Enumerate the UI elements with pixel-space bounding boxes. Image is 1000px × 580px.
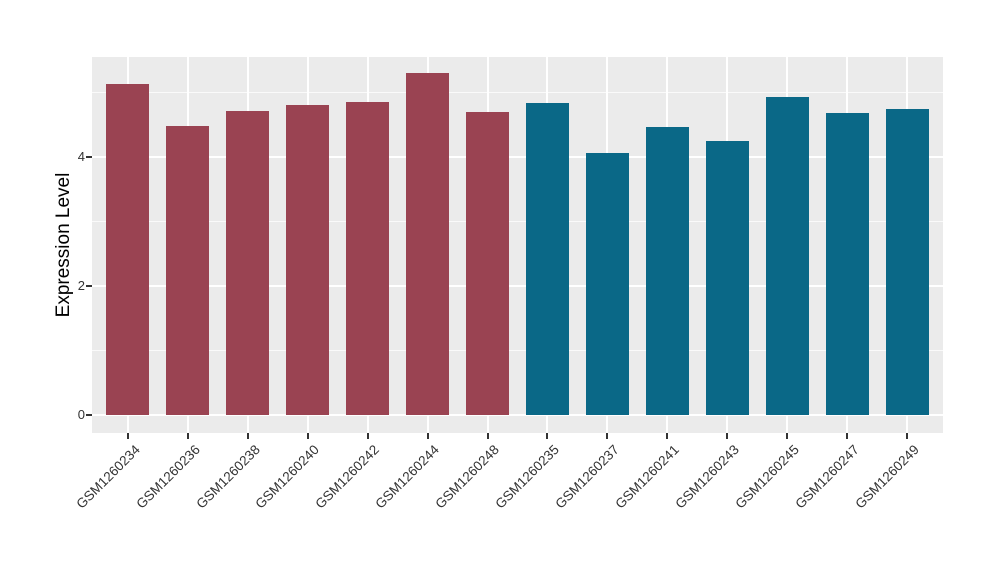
gridline-major <box>92 155 943 158</box>
x-tick-mark <box>306 433 309 439</box>
plot-panel <box>92 57 943 433</box>
bar-GSM1260240 <box>286 105 330 415</box>
bar-GSM1260238 <box>226 110 270 415</box>
x-tick-mark <box>606 433 609 439</box>
bar-GSM1260241 <box>645 127 689 415</box>
x-tick-label: GSM1260243 <box>672 442 742 512</box>
bar-GSM1260249 <box>885 108 929 415</box>
bar-GSM1260245 <box>765 96 809 415</box>
y-tick-label: 0 <box>77 406 85 422</box>
x-tick-label: GSM1260234 <box>73 442 143 512</box>
bar-GSM1260243 <box>705 141 749 415</box>
x-tick-label: GSM1260245 <box>732 442 802 512</box>
bar-GSM1260244 <box>406 73 450 415</box>
x-tick-mark <box>666 433 669 439</box>
bar-GSM1260237 <box>585 153 629 415</box>
x-tick-label: GSM1260247 <box>792 442 862 512</box>
x-tick-mark <box>426 433 429 439</box>
x-tick-mark <box>906 433 909 439</box>
gridline-major <box>92 284 943 287</box>
y-tick-mark <box>86 155 92 158</box>
gridline-minor <box>92 220 943 222</box>
bar-GSM1260236 <box>166 126 210 415</box>
y-tick-label: 2 <box>77 277 85 293</box>
x-tick-mark <box>786 433 789 439</box>
x-tick-label: GSM1260241 <box>612 442 682 512</box>
y-tick-label: 4 <box>77 148 85 164</box>
x-tick-mark <box>486 433 489 439</box>
bar-GSM1260235 <box>525 103 569 415</box>
y-tick-mark <box>86 284 92 287</box>
x-tick-mark <box>366 433 369 439</box>
x-tick-mark <box>846 433 849 439</box>
x-tick-mark <box>246 433 249 439</box>
gridline-minor <box>92 349 943 351</box>
bar-GSM1260248 <box>466 111 510 415</box>
x-tick-label: GSM1260236 <box>132 442 203 512</box>
x-tick-mark <box>546 433 549 439</box>
x-tick-mark <box>186 433 189 439</box>
bar-GSM1260234 <box>106 84 150 415</box>
bar-GSM1260247 <box>825 113 869 415</box>
bar-GSM1260242 <box>346 101 390 415</box>
gridline-minor <box>92 91 943 93</box>
x-tick-mark <box>126 433 129 439</box>
y-axis-title: Expression Level <box>53 172 74 318</box>
x-tick-mark <box>726 433 729 439</box>
x-tick-label: GSM1260249 <box>852 442 922 512</box>
y-tick-mark <box>86 413 92 416</box>
gridline-major <box>92 413 943 416</box>
